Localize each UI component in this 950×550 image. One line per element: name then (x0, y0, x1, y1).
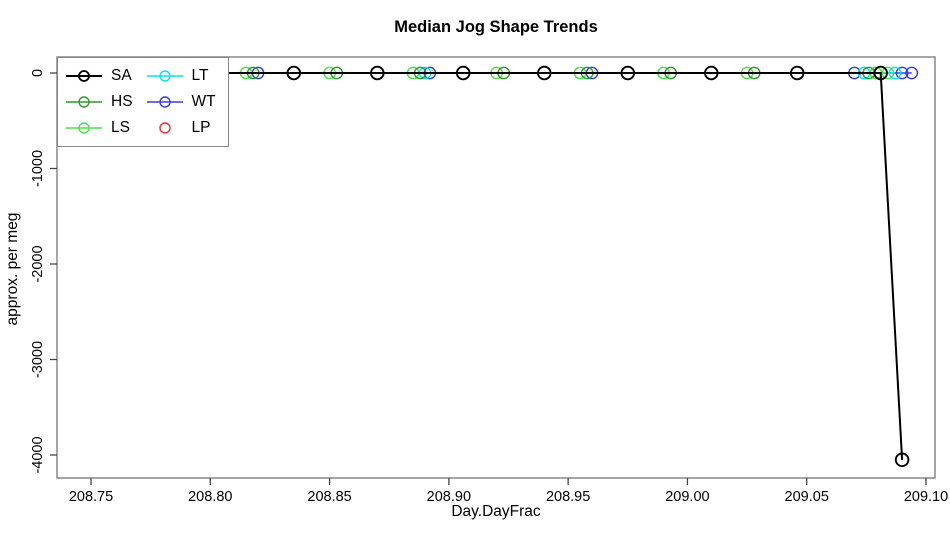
series-LS-marker (881, 66, 895, 80)
legend-sample-LT (146, 70, 183, 82)
legend-label-LP: LP (191, 119, 211, 137)
series-SA-marker (873, 65, 888, 81)
x-axis-label: Day.DayFrac (451, 503, 541, 520)
y-tick-label: 0 (30, 69, 46, 77)
legend-label-HS: HS (111, 93, 133, 111)
series-SA-marker (286, 65, 302, 81)
x-tick-label: 209.05 (785, 489, 829, 505)
x-tick-label: 209.10 (904, 489, 948, 505)
series-WT-marker (895, 66, 909, 80)
series-SA-marker (455, 65, 471, 81)
legend-item-LT: LT (146, 67, 216, 85)
series-SA-line (210, 72, 904, 460)
x-tick-label: 208.85 (307, 489, 351, 505)
legend-marker-SA (78, 70, 90, 82)
chart-title: Median Jog Shape Trends (394, 18, 598, 36)
legend-marker-LP (158, 122, 171, 134)
legend-item-HS: HS (66, 94, 133, 110)
legend-item-WT: WT (146, 93, 216, 111)
legend-item-LP: LP (147, 120, 216, 136)
y-tick-label: -4000 (30, 436, 46, 473)
y-tick-label: -3000 (30, 341, 46, 378)
legend: SA HS LS LT WT LP (57, 57, 229, 147)
legend-sample-LP (158, 122, 171, 134)
legend-sample-HS (66, 96, 102, 108)
legend-label-WT: WT (191, 93, 216, 111)
plot-box (56, 56, 936, 479)
legend-item-LS: LS (66, 120, 133, 136)
legend-label-LT: LT (191, 67, 209, 85)
y-axis-label: approx. per meg (4, 212, 21, 326)
series-SA-marker (620, 65, 636, 81)
legend-item-SA: SA (66, 68, 133, 84)
y-tick-label: -1000 (30, 150, 46, 187)
series-LT-marker (888, 66, 902, 80)
legend-sample-LS (66, 122, 102, 134)
legend-marker-LS (78, 122, 90, 134)
x-tick-label: 208.80 (188, 489, 232, 505)
x-tick-label: 208.90 (427, 489, 471, 505)
x-tick-label: 208.75 (69, 489, 113, 505)
legend-marker-WT (158, 96, 171, 108)
legend-sample-WT (146, 96, 183, 108)
legend-marker-HS (78, 96, 90, 108)
legend-sample-SA (66, 70, 102, 82)
series-SA-marker (789, 65, 805, 81)
series-SA-marker (894, 452, 910, 468)
series-WT-marker (905, 66, 919, 80)
series-SA-marker (704, 65, 719, 81)
x-tick-label: 208.95 (546, 489, 590, 505)
series-SA-marker (537, 65, 552, 81)
legend-marker-LT (158, 70, 171, 82)
series-SA-marker (370, 65, 385, 81)
legend-label-LS: LS (111, 119, 130, 137)
y-tick-label: -2000 (30, 245, 46, 282)
x-tick-label: 209.00 (665, 489, 709, 505)
legend-label-SA: SA (111, 67, 132, 85)
